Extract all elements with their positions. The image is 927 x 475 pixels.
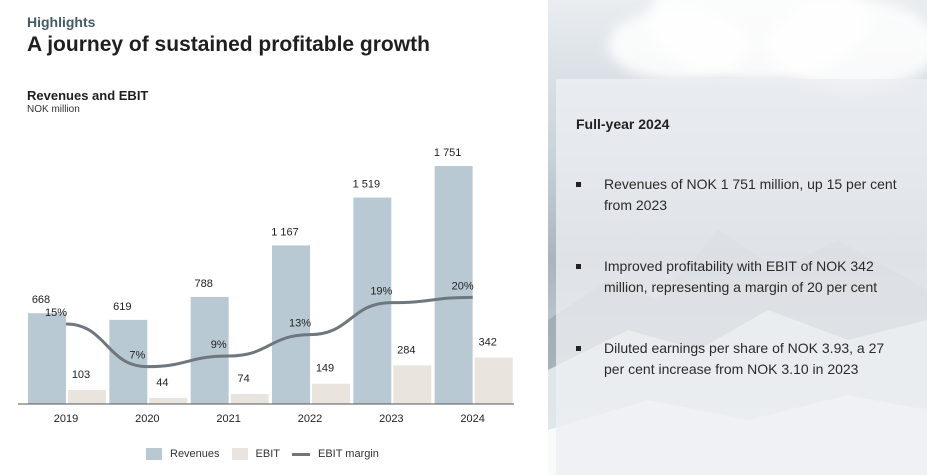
ebit-data-label: 103 <box>72 369 90 381</box>
ebit-bar <box>230 393 269 404</box>
legend-label-revenues: Revenues <box>170 448 220 460</box>
chart-title: Revenues and EBIT <box>27 88 149 103</box>
legend-label-ebit-margin: EBIT margin <box>318 448 379 460</box>
revenue-data-label: 788 <box>194 278 212 290</box>
page-title: A journey of sustained profitable growth <box>27 33 430 56</box>
ebit-margin-line <box>65 295 473 369</box>
cloud-shape <box>768 0 927 90</box>
cloud-shape <box>608 10 748 80</box>
chart-legend: Revenues EBIT EBIT margin <box>146 448 391 460</box>
margin-data-label: 13% <box>289 318 311 330</box>
revenue-bar <box>28 313 66 404</box>
legend-item-revenues: Revenues <box>146 448 220 460</box>
ebit-bar <box>474 357 513 404</box>
legend-item-ebit-margin: EBIT margin <box>292 448 379 460</box>
ebit-bar <box>393 365 432 404</box>
revenue-bar <box>190 296 229 404</box>
bullet-icon <box>576 182 581 187</box>
ebit-bar <box>68 390 106 404</box>
chart-subtitle: NOK million <box>27 104 80 115</box>
revenue-bar <box>434 166 473 404</box>
legend-label-ebit: EBIT <box>255 448 280 460</box>
ebit-data-label: 74 <box>238 373 250 385</box>
revenue-data-label: 1 519 <box>353 179 381 191</box>
x-tick-label: 2022 <box>298 413 322 425</box>
revenue-data-label: 619 <box>113 301 131 313</box>
x-tick-label: 2019 <box>54 413 78 425</box>
x-tick-label: 2021 <box>216 413 240 425</box>
panel-heading: Full-year 2024 <box>576 116 670 132</box>
legend-swatch-ebit <box>231 448 248 460</box>
revenue-data-label: 668 <box>32 294 50 306</box>
legend-swatch-revenues <box>146 448 162 460</box>
bullet-icon <box>576 264 581 269</box>
ebit-data-label: 149 <box>316 363 334 375</box>
revenue-data-label: 1 167 <box>271 226 299 238</box>
bullet-icon <box>576 346 581 351</box>
highlights-panel: Full-year 2024 Revenues of NOK 1 751 mil… <box>556 79 927 475</box>
x-tick-label: 2024 <box>460 413 484 425</box>
bullet-text: Diluted earnings per share of NOK 3.93, … <box>604 340 885 377</box>
revenue-bar <box>353 197 392 404</box>
margin-data-label: 15% <box>45 307 67 319</box>
bullet-text: Revenues of NOK 1 751 million, up 15 per… <box>604 176 897 213</box>
legend-item-ebit: EBIT <box>231 448 280 460</box>
revenue-data-label: 1 751 <box>434 147 462 159</box>
margin-data-label: 20% <box>452 280 474 292</box>
chart-section: Highlights A journey of sustained profit… <box>18 14 514 460</box>
section-eyebrow: Highlights <box>27 14 96 30</box>
legend-swatch-ebit-margin <box>292 452 310 456</box>
margin-data-label: 9% <box>211 339 227 351</box>
bullet-text: Improved profitability with EBIT of NOK … <box>604 258 878 295</box>
revenue-ebit-chart: 668 103 2019 619 44 2020 788 74 2021 1 167 149 2022… <box>18 147 514 425</box>
ebit-data-label: 44 <box>156 377 168 389</box>
ebit-bar <box>149 398 188 404</box>
ebit-bar <box>312 383 350 404</box>
x-tick-label: 2023 <box>379 413 403 425</box>
margin-data-label: 19% <box>370 286 392 298</box>
margin-data-label: 7% <box>129 350 145 362</box>
revenue-bar <box>272 245 310 404</box>
ebit-data-label: 284 <box>397 344 415 356</box>
ebit-data-label: 342 <box>478 337 496 349</box>
x-tick-label: 2020 <box>135 413 159 425</box>
